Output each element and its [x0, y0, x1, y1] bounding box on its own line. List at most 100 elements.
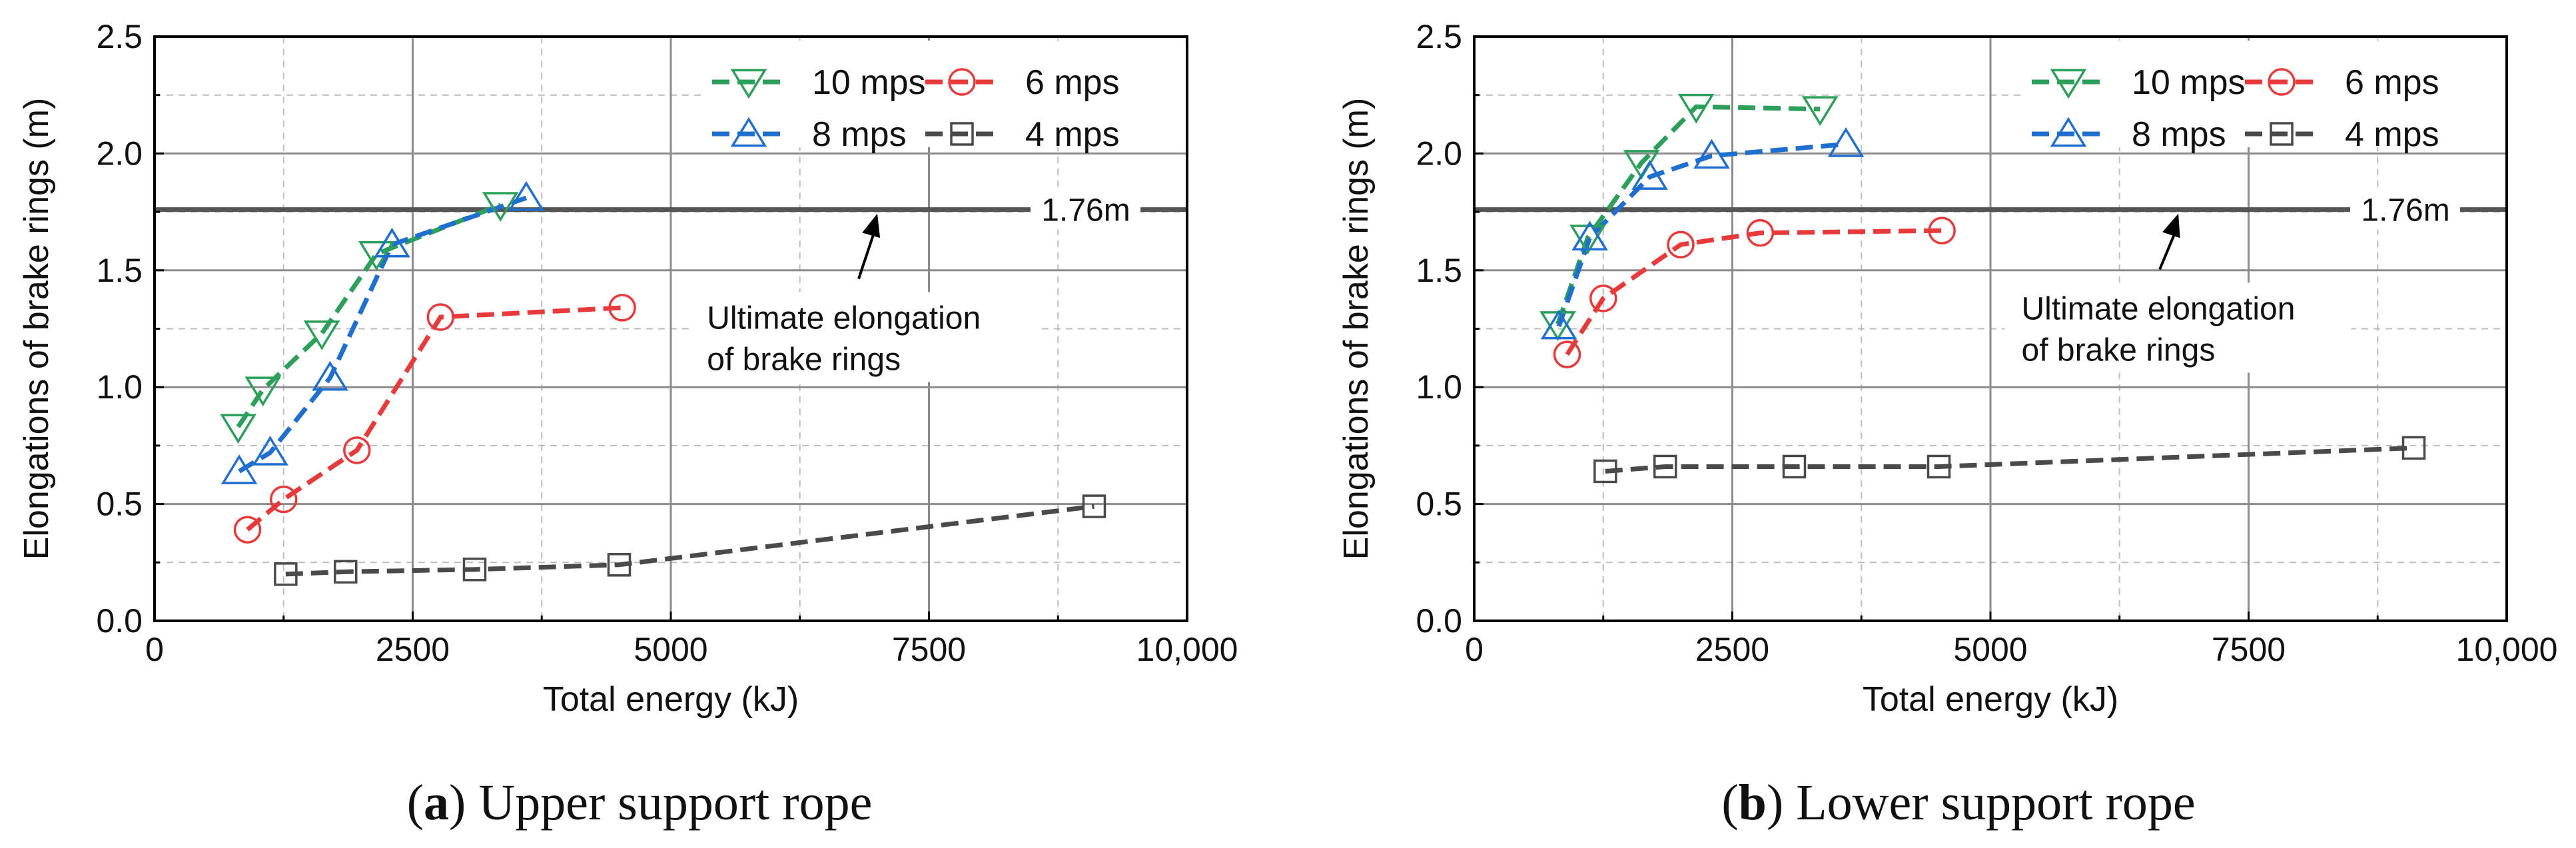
data-point-10-mps: [303, 320, 340, 350]
y-tick-label: 2.0: [1416, 135, 1462, 172]
legend-label-6-mps: 6 mps: [2345, 63, 2439, 102]
x-axis-title: Total energy (kJ): [543, 680, 799, 719]
data-point-6-mps: [1667, 230, 1695, 258]
series-line-8-mps: [1556, 141, 1847, 328]
series-line-8-mps: [238, 195, 528, 474]
x-tick-label: 7500: [892, 631, 966, 668]
reference-line-label: 1.76m: [2361, 193, 2449, 228]
x-tick-label: 5000: [1953, 631, 2027, 668]
data-point-8-mps: [374, 227, 410, 258]
data-point-4-mps: [2401, 436, 2426, 460]
data-point-8-mps: [312, 360, 348, 391]
data-point-8-mps: [1693, 139, 1730, 169]
data-point-10-mps: [1801, 96, 1839, 127]
legend-marker-6-mps: [2268, 68, 2296, 96]
data-point-4-mps: [607, 553, 632, 577]
data-point-8-mps: [1631, 160, 1668, 190]
y-tick-label: 2.0: [96, 135, 143, 172]
y-tick-label: 1.0: [1416, 368, 1462, 406]
y-tick-label: 0.5: [1416, 486, 1462, 523]
x-tick-label: 10,000: [1136, 631, 1238, 668]
data-point-4-mps: [1782, 454, 1807, 479]
data-point-6-mps: [608, 294, 636, 322]
x-tick-label: 10,000: [2456, 631, 2558, 668]
x-tick-label: 0: [1465, 631, 1484, 668]
x-tick-label: 5000: [634, 631, 707, 668]
panel-caption: (a) Upper support rope: [407, 775, 873, 831]
y-tick-label: 1.5: [1416, 252, 1462, 289]
panel-caption: (b) Lower support rope: [1721, 775, 2195, 831]
data-point-6-mps: [426, 303, 455, 331]
y-tick-label: 2.5: [96, 18, 143, 55]
legend-label-10-mps: 10 mps: [812, 63, 926, 102]
x-axis-title: Total energy (kJ): [1863, 680, 2118, 719]
reference-label-bg: [1031, 189, 1140, 230]
data-point-4-mps: [1653, 454, 1677, 479]
reference-line-label: 1.76m: [1041, 193, 1130, 228]
annotation-arrow-shaft: [2158, 230, 2177, 270]
legend-label-4-mps: 4 mps: [1025, 115, 1120, 154]
panel-a-upper-support-rope: 1.76m 10 mps 8 mps 6 mps 4 mps Ultimate elong…: [17, 18, 1238, 831]
data-point-4-mps: [274, 562, 298, 586]
data-point-4-mps: [462, 558, 487, 582]
data-point-8-mps: [252, 436, 288, 466]
annotation-arrow-head: [862, 213, 881, 238]
data-point-4-mps: [334, 560, 358, 584]
data-point-10-mps: [1677, 93, 1715, 124]
annotation-arrow-shaft: [857, 230, 876, 280]
data-point-6-mps: [1746, 218, 1775, 247]
data-point-6-mps: [270, 485, 298, 514]
data-point-6-mps: [1589, 284, 1617, 312]
data-point-8-mps: [508, 181, 545, 211]
data-point-6-mps: [343, 436, 371, 464]
legend-marker-8-mps: [730, 117, 767, 147]
y-axis-title: Elongations of brake rings (m): [17, 98, 56, 560]
legend-bg: [2025, 41, 2503, 147]
data-point-4-mps: [1593, 459, 1617, 484]
data-point-4-mps: [1927, 454, 1951, 479]
y-tick-label: 0.0: [1416, 602, 1462, 639]
legend-label-8-mps: 8 mps: [2132, 115, 2226, 154]
x-tick-label: 2500: [376, 631, 450, 668]
legend-label-6-mps: 6 mps: [1025, 63, 1120, 102]
annotation-text-line: Ultimate elongation: [707, 301, 981, 336]
legend-label-4-mps: 4 mps: [2345, 115, 2439, 154]
x-tick-label: 7500: [2212, 631, 2286, 668]
data-point-6-mps: [1928, 216, 1956, 244]
x-tick-label: 2500: [1695, 631, 1769, 668]
data-point-4-mps: [1082, 494, 1106, 518]
series-line-6-mps: [1565, 228, 1942, 356]
annotation-bg: [690, 292, 1037, 382]
panel-caption-text: Lower support rope: [1796, 775, 2195, 831]
annotation-arrow-head: [2162, 213, 2180, 238]
x-tick-label: 0: [145, 631, 164, 668]
annotation-text-line: of brake rings: [2022, 332, 2216, 368]
annotation-text-line: Ultimate elongation: [2022, 291, 2296, 326]
panel-caption-text: Upper support rope: [478, 775, 872, 831]
annotation-bg: [2004, 282, 2352, 373]
reference-label-bg: [2350, 189, 2460, 230]
legend-marker-4-mps: [950, 122, 974, 146]
data-point-8-mps: [220, 454, 258, 484]
panel-label: a: [424, 775, 449, 831]
y-axis-title: Elongations of brake rings (m): [1337, 98, 1376, 560]
series-line-6-mps: [246, 305, 623, 532]
legend-marker-4-mps: [2270, 122, 2294, 146]
legend-label-10-mps: 10 mps: [2132, 63, 2246, 102]
y-tick-label: 0.0: [96, 602, 143, 639]
data-point-10-mps: [220, 414, 256, 444]
data-point-10-mps: [482, 192, 519, 222]
data-point-6-mps: [1553, 340, 1581, 368]
panel-label: b: [1739, 775, 1767, 831]
legend-bg: [705, 41, 1184, 147]
legend-marker-10-mps: [730, 69, 767, 99]
y-tick-label: 1.0: [96, 368, 143, 406]
data-point-6-mps: [233, 516, 262, 544]
panel-b-lower-support-rope: 1.76m 10 mps 8 mps 6 mps 4 mps Ultimate elong…: [1337, 18, 2557, 831]
data-point-8-mps: [1540, 309, 1577, 340]
legend-marker-10-mps: [2050, 69, 2087, 99]
series-line-4-mps: [1605, 445, 2414, 474]
annotation-text-line: of brake rings: [707, 342, 901, 378]
y-tick-label: 2.5: [1416, 18, 1462, 55]
